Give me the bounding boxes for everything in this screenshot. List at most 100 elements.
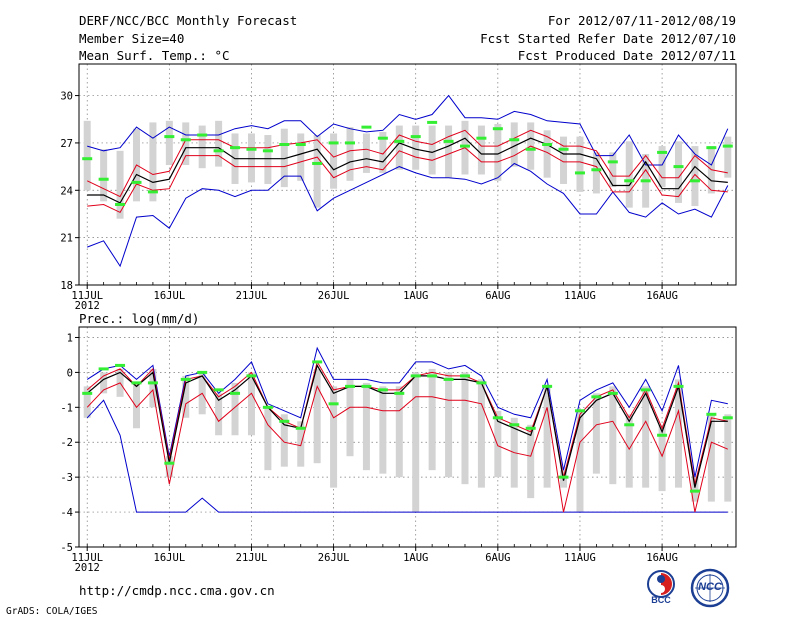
prec-observed-marker	[624, 423, 635, 427]
prec-range-bar	[675, 379, 683, 488]
prec-range-bar	[658, 424, 666, 492]
chart-title: DERF/NCC/BCC Monthly Forecast	[79, 13, 298, 28]
prec-range-bar	[527, 424, 535, 499]
temp-observed-marker	[542, 143, 553, 147]
variable-label-temp: Mean Surf. Temp.: °C	[79, 48, 230, 63]
temp-observed-marker	[558, 147, 569, 151]
temp-range-bar	[543, 130, 551, 178]
temp-range-bar	[215, 120, 223, 167]
temp-observed-marker	[361, 125, 372, 129]
prec-range-bar	[346, 379, 354, 457]
temp-observed-marker	[98, 177, 109, 181]
temp-xtick-label: 6AUG	[485, 290, 510, 302]
precip-variable-label: Prec.: log(mm/d)	[79, 311, 199, 326]
temp-observed-marker	[295, 143, 306, 147]
prec-observed-marker	[492, 416, 503, 420]
temp-observed-marker	[328, 141, 339, 145]
prec-observed-marker	[476, 381, 487, 385]
prec-xtick-label: 6AUG	[485, 552, 510, 564]
prec-observed-marker	[558, 475, 569, 479]
prec-observed-marker	[180, 377, 191, 381]
prec-ytick-label: 1	[67, 332, 73, 344]
temp-range-bar	[165, 120, 173, 166]
prec-observed-marker	[82, 391, 93, 395]
prec-observed-marker	[509, 423, 520, 427]
prec-range-bar	[707, 414, 715, 502]
temp-range-bar	[675, 141, 683, 203]
temp-observed-marker	[394, 139, 405, 143]
temp-observed-marker	[689, 179, 700, 183]
temp-range-bar	[412, 125, 420, 170]
temp-range-bar	[346, 127, 354, 181]
member-size: Member Size=40	[79, 31, 185, 46]
temp-observed-marker	[377, 136, 388, 140]
temp-range-bar	[83, 120, 91, 191]
temp-range-bar	[494, 123, 502, 181]
temp-range-bar	[625, 141, 633, 208]
prec-ytick-label: -4	[60, 507, 73, 519]
temp-member-low-line	[87, 145, 728, 214]
temp-observed-marker	[640, 179, 651, 183]
prec-range-bar	[543, 386, 551, 488]
temp-xtick-label: 1AUG	[403, 290, 428, 302]
prec-plot-frame	[78, 326, 737, 548]
temp-ytick-label: 21	[60, 233, 73, 245]
prec-range-bar	[477, 379, 485, 488]
temp-xtick-label: 11AUG	[564, 290, 596, 302]
temp-range-bar	[247, 133, 255, 183]
temp-observed-marker	[492, 127, 503, 131]
prec-range-bar	[395, 386, 403, 478]
prec-range-bar	[609, 386, 617, 485]
forecast-period: For 2012/07/11-2012/08/19	[547, 13, 736, 28]
temp-range-bar	[445, 125, 453, 178]
prec-xtick-label: 21JUL	[236, 552, 268, 564]
temp-observed-marker	[230, 146, 241, 150]
prec-xtick-year: 2012	[75, 562, 100, 574]
temp-observed-marker	[476, 136, 487, 140]
temp-lower-bound-line	[87, 162, 729, 268]
temp-ytick-label: 18	[60, 280, 73, 292]
temp-observed-marker	[459, 144, 470, 148]
prec-observed-marker	[213, 388, 224, 392]
prec-xtick-label: 16AUG	[646, 552, 678, 564]
started-refer-date: Fcst Started Refer Date 2012/07/10	[480, 31, 736, 46]
prec-range-bar	[83, 386, 91, 418]
prec-ytick-label: 0	[67, 367, 73, 379]
temp-observed-marker	[147, 190, 158, 194]
temp-observed-marker	[624, 179, 635, 183]
temp-observed-marker	[279, 143, 290, 147]
prec-range-bar	[280, 414, 288, 467]
temp-xtick-label: 16JUL	[154, 290, 186, 302]
prec-observed-marker	[673, 384, 684, 388]
prec-observed-marker	[591, 395, 602, 399]
temp-range-bar	[477, 125, 485, 175]
prec-range-bar	[313, 368, 321, 464]
prec-observed-marker	[377, 388, 388, 392]
prec-range-bar	[691, 477, 699, 502]
temp-range-bar	[100, 149, 108, 202]
prec-observed-marker	[574, 409, 585, 413]
prec-ytick-label: -5	[60, 542, 73, 554]
prec-observed-marker	[131, 381, 142, 385]
prec-observed-marker	[345, 384, 356, 388]
prec-xtick-label: 11JUL	[71, 552, 103, 564]
prec-range-bar	[625, 414, 633, 488]
temp-range-bar	[609, 152, 617, 188]
temp-observed-marker	[427, 120, 438, 124]
prec-observed-marker	[427, 374, 438, 378]
temp-xtick-label: 16AUG	[646, 290, 678, 302]
prec-range-bar	[592, 393, 600, 474]
temp-plot-frame	[78, 63, 737, 286]
source-url[interactable]: http://cmdp.ncc.cma.gov.cn	[79, 583, 275, 598]
temp-xtick-label: 21JUL	[236, 290, 268, 302]
temp-xtick-year: 2012	[75, 300, 100, 312]
prec-xtick-label: 1AUG	[403, 552, 428, 564]
temp-observed-marker	[509, 138, 520, 142]
temp-observed-marker	[607, 160, 618, 164]
prec-observed-marker	[640, 388, 651, 392]
prec-range-bar	[132, 382, 140, 429]
prec-range-bar	[412, 372, 420, 513]
temp-range-bar	[428, 125, 436, 175]
temp-observed-marker	[197, 133, 208, 137]
